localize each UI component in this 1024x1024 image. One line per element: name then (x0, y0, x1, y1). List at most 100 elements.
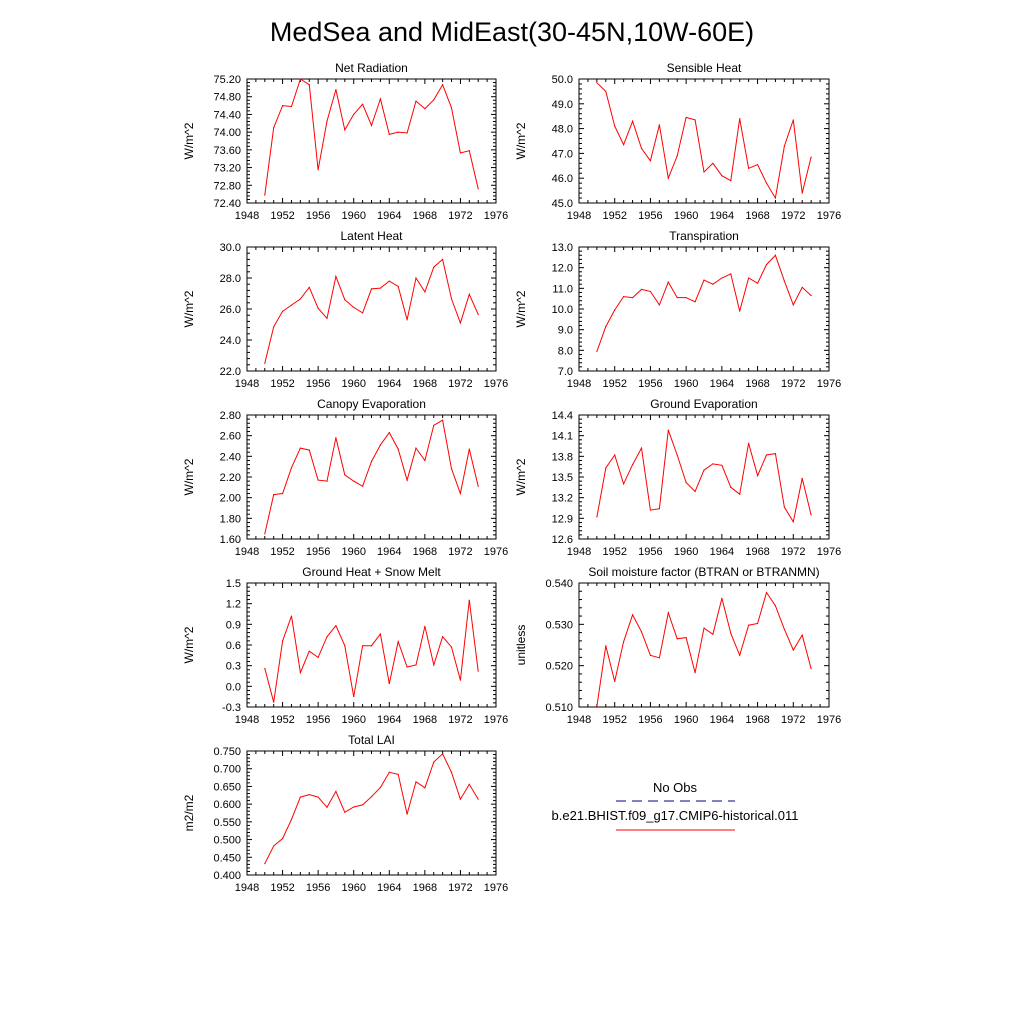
x-tick-label: 1972 (781, 378, 805, 390)
data-point (424, 291, 426, 293)
data-point (685, 116, 687, 119)
data-point (596, 516, 598, 518)
data-point (640, 447, 643, 449)
y-tick-label: 0.540 (545, 578, 573, 590)
data-point (614, 125, 616, 127)
data-point (362, 485, 364, 487)
data-point (676, 638, 678, 640)
data-point (605, 467, 607, 469)
plot-frame (578, 246, 830, 372)
x-tick-label: 1956 (306, 546, 330, 558)
data-point (397, 640, 399, 643)
data-point (596, 705, 598, 707)
panel-1: Net Radiation W/m^2 1948 1952 1956 1960 1964 19… (182, 61, 508, 222)
data-point (774, 452, 777, 455)
legend: No Obs b.e21.BHIST.f09_g17.CMIP6-histori… (552, 780, 798, 831)
y-tick-label: 14.1 (552, 431, 573, 443)
x-tick-label: 1972 (448, 714, 472, 726)
data-point (317, 656, 319, 659)
x-tick-label: 1964 (377, 546, 401, 558)
data-point (756, 622, 759, 625)
data-point (712, 283, 714, 285)
y-tick-label: 1.60 (220, 534, 241, 546)
plot-frame (246, 246, 497, 372)
x-tick-label: 1972 (448, 210, 472, 222)
data-point (721, 175, 723, 177)
y-tick-label: 74.80 (213, 92, 241, 104)
data-point (379, 786, 381, 789)
data-point (362, 312, 364, 314)
panel-title: Transpiration (669, 229, 739, 243)
series-line (596, 82, 812, 200)
data-point (290, 304, 293, 306)
data-point (477, 188, 479, 190)
series-line (264, 419, 479, 534)
data-point (353, 806, 355, 808)
data-point (299, 447, 301, 449)
y-axis-label: W/m^2 (182, 626, 196, 663)
x-tick-label: 1960 (341, 210, 365, 222)
data-point (614, 309, 616, 311)
data-point (335, 437, 337, 439)
data-point (264, 863, 266, 865)
data-point (614, 680, 616, 682)
x-tick-label: 1964 (710, 546, 734, 558)
data-point (353, 696, 355, 698)
x-tick-label: 1960 (674, 378, 698, 390)
panel-8: Soil moisture factor (BTRAN or BTRANMN) u… (514, 565, 841, 726)
data-point (783, 506, 785, 508)
data-point (810, 667, 812, 670)
data-point (344, 299, 346, 301)
data-point (344, 474, 346, 476)
data-point (459, 152, 462, 154)
data-point (406, 132, 408, 134)
data-point (658, 124, 660, 126)
x-tick-label: 1968 (745, 714, 769, 726)
data-point (667, 612, 669, 614)
x-tick-label: 1952 (270, 882, 294, 894)
y-tick-label: 13.8 (552, 451, 573, 463)
data-point (694, 301, 696, 303)
data-point (774, 605, 777, 607)
x-tick-label: 1968 (745, 546, 769, 558)
data-point (676, 155, 678, 157)
data-point (450, 107, 453, 109)
data-point (388, 133, 390, 135)
data-point (623, 144, 625, 146)
data-point (281, 310, 284, 312)
x-tick-label: 1960 (341, 714, 365, 726)
data-point (649, 654, 652, 656)
data-point (477, 485, 479, 487)
data-point (596, 350, 598, 352)
series-line (264, 258, 479, 364)
data-point (362, 804, 364, 806)
data-point (459, 322, 462, 324)
data-point (792, 649, 794, 651)
data-point (694, 490, 696, 493)
y-tick-label: 14.4 (552, 410, 573, 422)
data-point (264, 362, 266, 364)
data-point (299, 796, 301, 798)
y-tick-label: 2.60 (220, 431, 241, 443)
data-point (459, 679, 462, 681)
x-tick-label: 1972 (448, 378, 472, 390)
y-tick-label: 48.0 (552, 124, 573, 136)
x-tick-label: 1952 (602, 546, 626, 558)
data-point (783, 280, 785, 282)
data-point (281, 837, 284, 840)
data-point (730, 632, 732, 635)
y-axis-label: W/m^2 (182, 122, 196, 159)
x-tick-label: 1952 (270, 210, 294, 222)
x-tick-label: 1964 (377, 882, 401, 894)
data-point (326, 317, 328, 319)
data-point (308, 793, 310, 796)
x-tick-label: 1952 (270, 714, 294, 726)
x-tick-label: 1972 (781, 210, 805, 222)
y-tick-label: 8.0 (558, 345, 573, 357)
data-point (667, 177, 669, 179)
data-point (433, 761, 435, 763)
data-point (379, 98, 381, 100)
data-point (792, 119, 794, 121)
y-tick-label: 45.0 (552, 198, 573, 210)
panel-title: Ground Evaporation (650, 397, 757, 411)
